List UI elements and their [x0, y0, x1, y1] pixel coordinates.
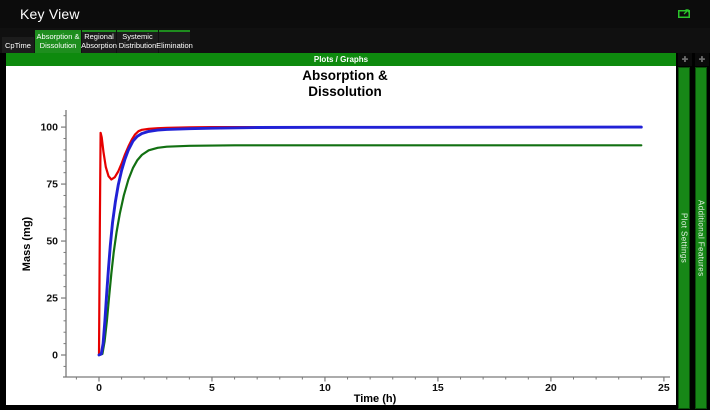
x-tick-label: 5	[209, 382, 215, 394]
tab-label: Systemic	[122, 32, 153, 41]
side-panel-plot-settings: ✛ Plot Settings	[678, 53, 692, 410]
blue-curve	[97, 125, 643, 357]
tab-systemic-distribution[interactable]: Systemic Distribution	[117, 30, 158, 53]
series-lines	[97, 125, 643, 357]
expand-additional-features-button[interactable]: ✛	[695, 53, 709, 66]
axes: 0 5 10 15 20 25 0 25 50 75 100	[40, 110, 670, 394]
window-title: Key View	[20, 6, 80, 22]
plots-graphs-label: Plots / Graphs	[313, 55, 369, 64]
additional-features-label: Additional Features	[696, 199, 706, 277]
tab-strip: CpTime Absorption & Dissolution Regional…	[0, 28, 710, 53]
x-tick-label: 25	[658, 382, 670, 394]
x-tick-label: 20	[545, 382, 557, 394]
tab-regional-absorption[interactable]: Regional Absorption	[81, 30, 117, 53]
tab-label: Regional	[84, 32, 114, 41]
x-tick-label: 10	[319, 382, 331, 394]
additional-features-strip[interactable]: Additional Features	[695, 67, 707, 409]
y-axis-label: Mass (mg)	[21, 216, 33, 271]
y-tick-label: 75	[46, 179, 58, 191]
chart-title-line2: Dissolution	[308, 84, 382, 99]
x-tick-label: 0	[96, 382, 102, 394]
x-tick-label: 15	[432, 382, 444, 394]
y-tick-label: 100	[40, 122, 58, 134]
plot-settings-label: Plot Settings	[679, 212, 689, 264]
red-curve	[97, 126, 643, 357]
side-panel-additional-features: ✛ Additional Features	[695, 53, 709, 410]
tab-elimination[interactable]: Elimination	[156, 30, 193, 53]
tab-cptime[interactable]: CpTime	[2, 37, 34, 53]
open-external-icon[interactable]	[678, 9, 690, 18]
tab-label: Elimination	[156, 40, 193, 50]
tab-absorption-dissolution[interactable]: Absorption & Dissolution	[35, 30, 81, 53]
chart-title-line1: Absorption &	[302, 68, 388, 83]
y-tick-label: 0	[52, 350, 58, 362]
panel-expand-icon: ✛	[681, 55, 689, 64]
tab-label: Absorption &	[36, 32, 80, 41]
plots-graphs-header: Plots / Graphs	[6, 53, 676, 66]
tab-label: CpTime	[5, 40, 31, 50]
tab-label: Absorption	[81, 40, 117, 50]
y-tick-label: 50	[46, 236, 58, 248]
tab-label: Dissolution	[39, 40, 77, 50]
plot-settings-strip[interactable]: Plot Settings	[678, 67, 690, 409]
y-tick-label: 25	[46, 293, 58, 305]
x-axis-label: Time (h)	[354, 393, 397, 405]
window-titlebar: Key View	[0, 0, 710, 28]
green-curve	[97, 144, 643, 357]
plot-canvas: Absorption & Dissolution Time (h) Mass (…	[6, 66, 676, 405]
chart: Absorption & Dissolution Time (h) Mass (…	[21, 68, 670, 405]
panel-expand-icon: ✛	[698, 55, 706, 64]
expand-plot-settings-button[interactable]: ✛	[678, 53, 692, 66]
tab-label: Distribution	[118, 40, 157, 50]
